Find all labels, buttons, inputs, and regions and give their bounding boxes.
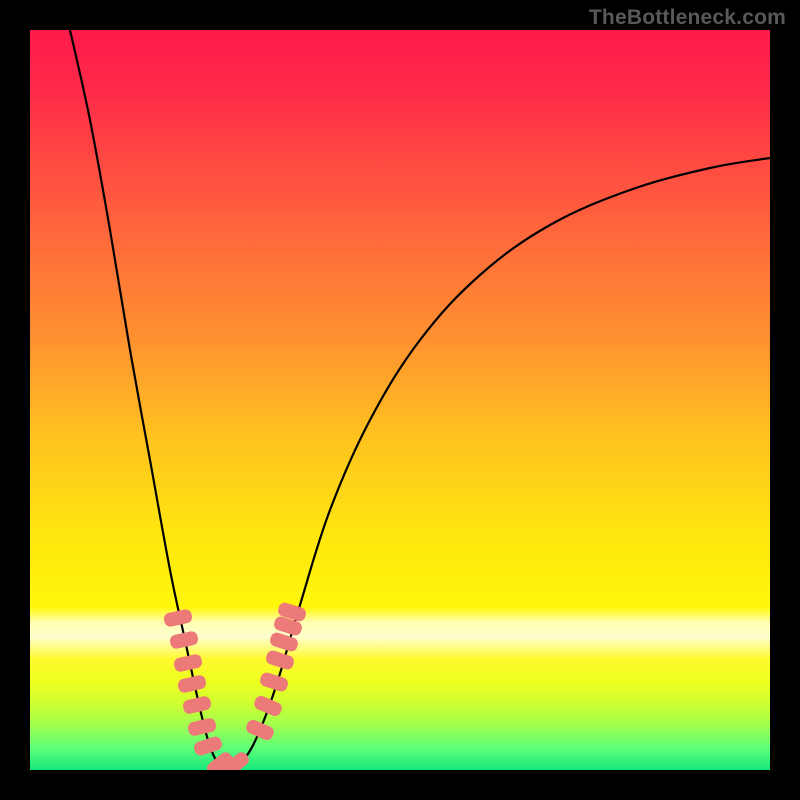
curve-marker — [169, 630, 199, 650]
watermark-text: TheBottleneck.com — [589, 6, 786, 30]
curve-marker — [177, 674, 207, 694]
curve-marker — [182, 695, 212, 715]
curve-marker — [163, 608, 193, 628]
outer-frame: TheBottleneck.com — [0, 0, 800, 800]
curve-layer — [30, 30, 770, 770]
marker-group — [163, 601, 308, 770]
curve-marker — [173, 653, 203, 673]
curve-marker — [187, 717, 217, 737]
curve-right-branch — [230, 158, 770, 768]
curve-marker — [252, 694, 283, 718]
curve-marker — [265, 649, 296, 671]
curve-left-branch — [70, 30, 230, 768]
plot-area — [30, 30, 770, 770]
curve-marker — [244, 718, 275, 742]
